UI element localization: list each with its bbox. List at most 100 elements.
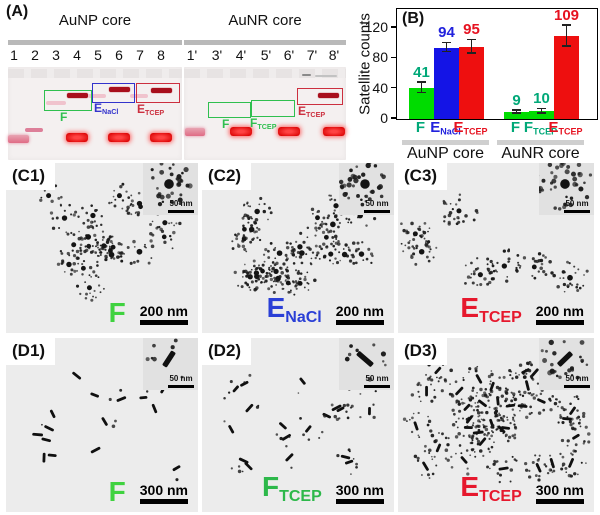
bar-axis-label: FTCEP — [523, 119, 558, 137]
gel-band — [130, 94, 148, 98]
lane-label: 4 — [73, 47, 81, 63]
inset-scale-bar — [364, 385, 390, 388]
tem-panel-c3: (C3) 50 nm ETCEP 200 nm — [398, 163, 594, 333]
scale-bar-label: 300 nm — [335, 483, 384, 504]
tem-footer: ENaCl 200 nm — [266, 291, 384, 326]
group-name-label: AuNP core — [406, 145, 485, 162]
error-bar-cap — [562, 45, 571, 47]
gel-band — [67, 93, 88, 98]
chart-bar — [459, 46, 484, 119]
tem-condition-label: F — [108, 296, 126, 328]
tem-panel-d3: (D3) 50 nm ETCEP 300 nm — [398, 338, 594, 512]
gel-band — [315, 75, 337, 77]
error-bar-cap — [537, 107, 546, 110]
panel-b: Satellite counts 0 40 80 120 (B) 41 94 95 9 10 1… — [352, 0, 600, 163]
lane-label: 5 — [94, 47, 102, 63]
gel-left-title: AuNP core — [58, 12, 132, 29]
gel-box-label-etcep: ETCEP — [137, 102, 165, 118]
inset-scale-label: 50 nm — [564, 374, 590, 388]
error-bar-cap — [417, 81, 426, 83]
gel-box-label-etcep: ETCEP — [298, 104, 326, 120]
lane-label: 8 — [157, 47, 165, 63]
lane-label: 3 — [52, 47, 60, 63]
error-bar-cap — [417, 91, 426, 94]
bar-value-label: 109 — [553, 6, 580, 24]
bar-axis-label: ENaCl — [430, 119, 461, 137]
tem-micrograph — [402, 360, 591, 484]
tem-inset-image — [540, 339, 589, 380]
tem-inset-image — [344, 343, 387, 382]
error-bar-cap — [562, 24, 571, 26]
bar-value-label: 9 — [512, 91, 521, 109]
bar-axis-label: F — [415, 119, 426, 136]
tem-inset: 50 nm — [338, 163, 394, 215]
tem-condition-label: ETCEP — [460, 291, 522, 326]
tem-inset: 50 nm — [339, 338, 394, 390]
gel-box-label-ftcep: FTCEP — [250, 116, 277, 132]
bar-axis-label: ETCEP — [453, 119, 488, 137]
inset-scale-label: 50 nm — [168, 374, 194, 388]
gel-box-f — [44, 90, 92, 111]
tem-inset-image — [150, 163, 193, 207]
error-bar-whisker — [540, 109, 543, 114]
lane-label: 4' — [235, 47, 247, 63]
y-tick — [391, 117, 396, 119]
gel-wells — [8, 69, 182, 78]
lane-label: 6' — [283, 47, 295, 63]
lane-label: 5' — [260, 47, 272, 63]
tem-footer: F 300 nm — [109, 477, 188, 505]
tem-inset: 50 nm — [536, 163, 594, 215]
scale-bar-label: 300 nm — [535, 483, 584, 504]
gel-box-label-f: F — [60, 110, 68, 124]
tem-inset: 50 nm — [143, 163, 198, 215]
y-tick-label: 40 — [372, 79, 388, 96]
group-underline — [497, 140, 584, 145]
bar-chart-plot-area: (B) 41 94 95 9 10 109 — [396, 6, 598, 120]
y-tick-label: 0 — [380, 110, 388, 126]
error-bar-cap — [467, 52, 476, 54]
gel-band — [25, 128, 43, 132]
lane-label: 7' — [306, 47, 318, 63]
tem-inset: 50 nm — [143, 338, 198, 390]
panel-a: (A) AuNP core 1 2 3 4 5 6 7 8 F — [0, 0, 352, 162]
tem-inset: 50 nm — [539, 338, 594, 390]
tem-panel-c1: (C1) 50 nm F 200 nm — [6, 163, 198, 333]
gel-left-wellbar — [8, 40, 182, 45]
lane-label: 6 — [115, 47, 123, 63]
y-tick-label: 120 — [364, 18, 388, 35]
tem-micrograph — [400, 193, 589, 293]
panel-id-chip: (C1) — [6, 163, 56, 190]
gel-band — [108, 133, 130, 142]
error-bar-whisker — [470, 40, 473, 54]
error-bar-cap — [467, 38, 476, 41]
inset-scale-bar — [168, 210, 194, 213]
scale-bar — [335, 320, 384, 325]
gel-band — [46, 101, 66, 105]
gel-band — [8, 135, 29, 143]
inset-scale-label: 50 nm — [564, 199, 590, 213]
panel-id-chip: (D2) — [202, 338, 252, 365]
inset-scale-bar — [364, 210, 390, 213]
gel-box-etcep — [136, 83, 180, 103]
group-name-label: AuNR core — [501, 145, 580, 162]
tem-condition-label: FTCEP — [261, 470, 322, 505]
error-bar-whisker — [565, 25, 568, 47]
gel-box-label-enacl: ENaCl — [94, 101, 119, 117]
bar-axis-label: F — [510, 119, 521, 136]
tem-condition-label: ETCEP — [460, 470, 522, 505]
gel-band — [88, 94, 106, 98]
scale-bar — [139, 499, 188, 504]
panel-id-chip: (C3) — [398, 163, 448, 190]
chart-bar — [554, 36, 579, 119]
panel-b-label: (B) — [402, 10, 425, 27]
tem-footer: ETCEP 300 nm — [460, 470, 584, 505]
error-bar-cap — [537, 112, 546, 114]
tem-condition-label: ENaCl — [266, 291, 322, 326]
gel-band — [109, 87, 130, 92]
y-tick — [391, 56, 396, 59]
gel-image-aunr: F FTCEP ETCEP — [184, 67, 346, 160]
y-tick — [391, 86, 396, 89]
gel-band — [66, 133, 88, 142]
lane-label: 8' — [328, 47, 340, 63]
